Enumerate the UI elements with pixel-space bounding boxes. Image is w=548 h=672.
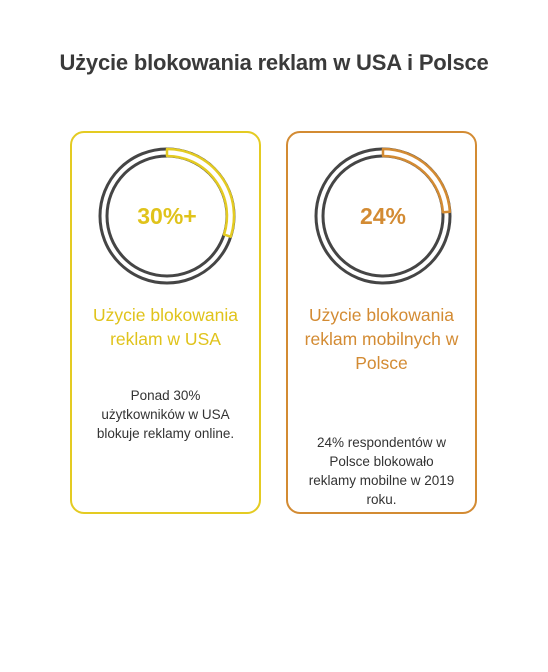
poland-card-description: 24% respondentów w Polsce blokowało rekl… xyxy=(308,435,455,507)
poland-progress-arc xyxy=(381,147,452,214)
usa-progress-ring xyxy=(98,147,236,285)
poland-progress-ring xyxy=(314,147,452,285)
poland-card-heading: Użycie blokowania reklam mobilnych w Pol… xyxy=(304,305,459,373)
poland-value-label: 24% xyxy=(359,203,407,229)
usa-progress-arc xyxy=(165,147,236,238)
page-title: Użycie blokowania reklam w USA i Polsce xyxy=(59,50,489,75)
usa-card-description: Ponad 30% użytkowników w USA blokuje rek… xyxy=(96,388,235,441)
usa-card-heading: Użycie blokowania reklam w USA xyxy=(93,305,238,349)
usa-value-label: 30%+ xyxy=(137,203,197,229)
poland-stat-card: 24% Użycie blokowania reklam mobilnych w… xyxy=(286,131,477,514)
usa-stat-card: 30%+ Użycie blokowania reklam w USA Pona… xyxy=(70,131,261,514)
